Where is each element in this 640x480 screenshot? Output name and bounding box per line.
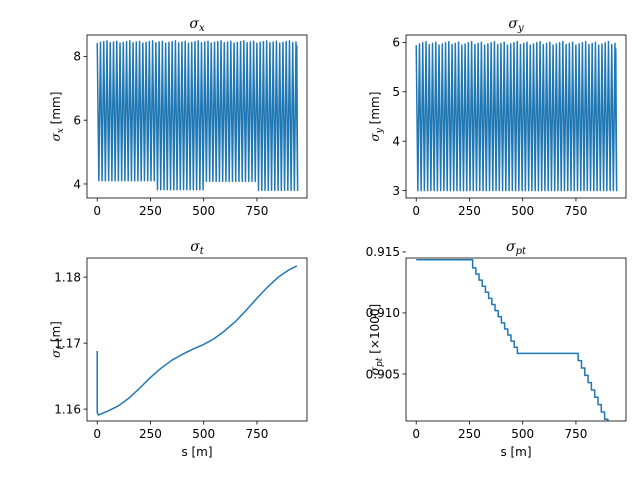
plot-title: σpt [506, 239, 527, 257]
x-tick-label: 0 [93, 204, 101, 218]
series-line-sigma-x [96, 40, 299, 192]
subplot-sigma-x: 0 250 500 750 4 6 8 σx σx [mm] [49, 16, 308, 218]
x-tick-label: 0 [412, 204, 420, 218]
axes-frame [405, 257, 627, 422]
y-tick-label: 1.18 [54, 270, 81, 284]
subplot-sigma-pt: 0 250 500 750 0.905 0.910 0.915 σpt σpt [×1000] s… [366, 239, 627, 459]
plot-title: σx [189, 16, 205, 34]
y-tick-label: 0.910 [366, 306, 400, 320]
y-tick-label: 6 [73, 113, 81, 127]
x-tick-label: 750 [564, 204, 587, 218]
y-tick-label: 4 [73, 177, 81, 191]
x-tick-label: 250 [458, 427, 481, 441]
axes-frame [86, 257, 308, 422]
series-line-sigma-y [415, 40, 618, 192]
subplot-sigma-t: 0 250 500 750 1.16 1.17 1.18 σt σt [m] s [m] [49, 239, 308, 459]
y-tick-label: 3 [392, 184, 400, 198]
x-tick-label: 500 [511, 427, 534, 441]
series-line-sigma-pt [416, 258, 609, 421]
y-axis-label: σy [mm] [368, 92, 385, 142]
y-tick-label: 1.16 [54, 402, 81, 416]
plot-title: σy [508, 16, 524, 34]
x-tick-label: 750 [245, 427, 268, 441]
y-tick-label: 0.905 [366, 367, 400, 381]
y-tick-label: 6 [392, 36, 400, 50]
y-tick-label: 1.17 [54, 336, 81, 350]
x-tick-label: 0 [412, 427, 420, 441]
x-tick-label: 250 [458, 204, 481, 218]
x-tick-label: 250 [139, 427, 162, 441]
y-axis-label: σt [m] [49, 321, 66, 358]
axes-frame [405, 34, 627, 199]
x-tick-label: 750 [245, 204, 268, 218]
y-tick-label: 4 [392, 134, 400, 148]
series-line-sigma-t [96, 265, 298, 416]
x-axis-label: s [m] [181, 445, 212, 459]
y-tick-label: 0.915 [366, 245, 400, 259]
x-tick-label: 250 [139, 204, 162, 218]
plot-title: σt [190, 239, 205, 257]
x-tick-label: 500 [511, 204, 534, 218]
x-tick-label: 500 [192, 427, 215, 441]
subplot-sigma-y: 0 250 500 750 3 4 5 6 σy σy [mm] [368, 16, 627, 218]
y-axis-label: σx [mm] [49, 92, 66, 142]
x-tick-label: 500 [192, 204, 215, 218]
x-tick-label: 0 [93, 427, 101, 441]
y-tick-label: 5 [392, 85, 400, 99]
y-axis-label: σpt [×1000] [368, 304, 385, 375]
x-axis-label: s [m] [500, 445, 531, 459]
axes-frame [86, 34, 308, 199]
y-tick-label: 8 [73, 50, 81, 64]
x-tick-label: 750 [564, 427, 587, 441]
